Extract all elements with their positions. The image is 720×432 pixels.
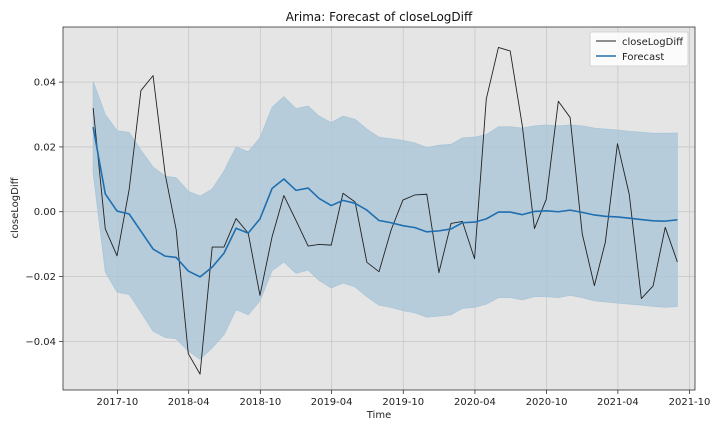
series-line-closelogdiff xyxy=(92,46,678,375)
legend-label-closelogdiff: closeLogDiff xyxy=(622,37,684,48)
legend: closeLogDiff Forecast xyxy=(589,31,689,67)
y-tick-label: −0.04 xyxy=(25,337,56,348)
y-tick-label: 0.04 xyxy=(34,78,56,89)
series-line-forecast xyxy=(92,127,678,278)
x-axis-ticks: 2017-10 2018-04 2018-10 2019-04 2019-10 2020-… xyxy=(97,390,711,408)
x-tick-label: 2019-04 xyxy=(311,397,353,408)
series-lines xyxy=(92,46,678,375)
plot-frame xyxy=(62,26,696,391)
x-tick-label: 2018-04 xyxy=(168,397,210,408)
x-axis-title: Time xyxy=(366,410,391,421)
confidence-band-area xyxy=(92,81,678,360)
x-tick-label: 2021-04 xyxy=(597,397,639,408)
y-axis-title: closeLogDiff xyxy=(10,176,21,238)
x-tick-label: 2018-10 xyxy=(239,397,281,408)
y-axis-ticks: −0.04 −0.02 0.00 0.02 0.04 xyxy=(25,78,63,348)
y-tick-label: 0.00 xyxy=(34,207,56,218)
x-tick-label: 2017-10 xyxy=(97,397,139,408)
x-tick-label: 2021-10 xyxy=(669,397,711,408)
y-tick-label: −0.02 xyxy=(25,272,56,283)
confidence-band xyxy=(92,81,678,360)
chart-title: Arima: Forecast of closeLogDiff xyxy=(286,10,473,24)
x-tick-label: 2019-10 xyxy=(382,397,424,408)
x-tick-label: 2020-04 xyxy=(454,397,496,408)
x-tick-label: 2020-10 xyxy=(526,397,568,408)
legend-label-forecast: Forecast xyxy=(622,52,664,63)
y-tick-label: 0.02 xyxy=(34,142,56,153)
